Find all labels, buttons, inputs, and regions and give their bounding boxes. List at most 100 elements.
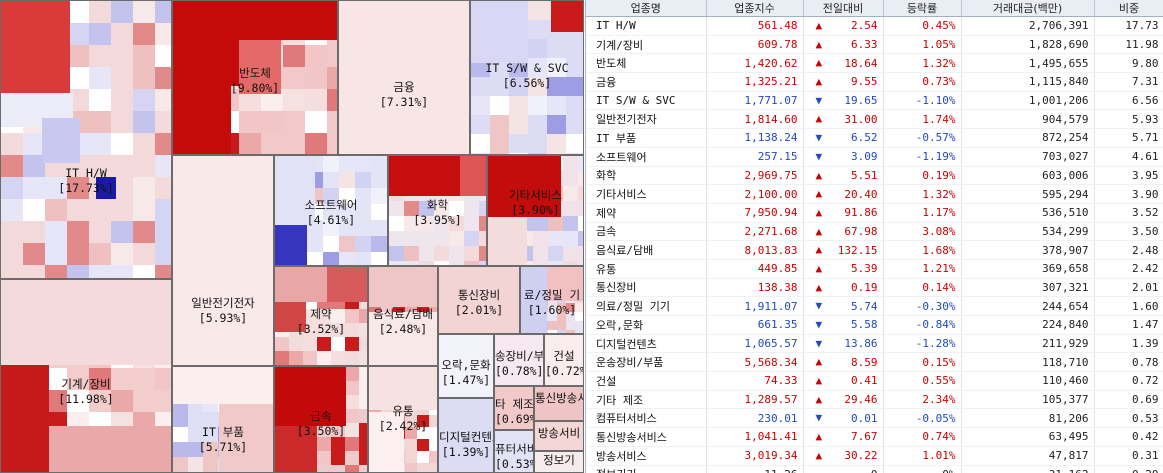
stock-tile — [417, 415, 429, 427]
stock-tile — [359, 423, 367, 437]
table-row[interactable]: 컴퓨터서비스 230.01 ▼ 0.01 -0.05% 81,206 0.53 — [586, 408, 1163, 429]
stock-tile — [449, 201, 464, 216]
sector-tile-pharma[interactable]: 제약 [3.52%] — [274, 266, 368, 366]
stock-tile — [417, 451, 429, 463]
table-row[interactable]: 화학 2,969.75 ▲ 5.51 0.19% 603,006 3.95 — [586, 166, 1163, 186]
table-row[interactable]: 오락,문화 661.35 ▼ 5.58 -0.84% 224,840 1.47 — [586, 315, 1163, 335]
stock-tile — [547, 153, 566, 154]
sector-tile-telecom-broadcast[interactable]: 통신방송서비 — [534, 386, 584, 421]
col-header-sector-name[interactable]: 업종명 — [586, 0, 707, 17]
cell-change: 0 — [803, 465, 884, 473]
sector-tile-computer-svc[interactable]: 퓨터서비[0.53%] — [494, 430, 534, 473]
table-row[interactable]: 디지털컨텐츠 1,065.57 ▼ 13.86 -1.28% 211,929 1.39 — [586, 334, 1163, 354]
sector-tile-entertainment[interactable]: 오락,문화 [1.47%] — [438, 334, 494, 398]
sector-tile-semiconductor[interactable]: 반도체 [9.80%] — [172, 0, 338, 155]
table-row[interactable]: 금융 1,325.21 ▲ 9.55 0.73% 1,115,840 7.31 — [586, 72, 1163, 92]
cell-weight: 11.98 — [1094, 35, 1163, 55]
stock-tile — [67, 45, 89, 67]
table-header-row: 업종명 업종지수 전일대비 등락률 거래대금(백만) 비중 — [586, 0, 1163, 17]
stock-tile — [471, 153, 490, 154]
stock-tile — [547, 96, 566, 115]
sector-tile-it-sw-svc[interactable]: IT S/W & SVC [6.56%] — [470, 0, 584, 155]
sector-tile-machinery[interactable]: 기계/장비 [11.98%] — [0, 279, 172, 473]
cell-weight: 5.93 — [1094, 109, 1163, 130]
cell-sector-name: 소프트웨어 — [586, 147, 707, 167]
sector-tile-digital-contents[interactable]: 디지털컨텐츠[1.39%] — [438, 398, 494, 473]
stock-tile — [548, 261, 563, 265]
sector-tile-broadcast[interactable]: 방송서비 — [534, 421, 584, 451]
stock-tile — [464, 246, 479, 261]
table-row[interactable]: 방송서비스 3,019.34 ▲ 30.22 1.01% 47,817 0.31 — [586, 446, 1163, 466]
table-row[interactable]: 기계/장비 609.78 ▲ 6.33 1.05% 1,828,690 11.98 — [586, 35, 1163, 55]
cell-sector-name: 의료/정밀 기기 — [586, 296, 707, 316]
sector-tile-general-electric[interactable]: 일반전기전자 [5.93%] — [172, 155, 274, 366]
stock-tile — [275, 302, 307, 332]
table-row[interactable]: 의료/정밀 기기 1,911.07 ▼ 5.74 -0.30% 244,654 1.60 — [586, 296, 1163, 316]
stock-tile — [239, 1, 337, 40]
stock-tile — [203, 457, 218, 472]
stock-tile — [566, 303, 575, 312]
col-header-trade-value[interactable]: 거래대금(백만) — [961, 0, 1095, 17]
table-row[interactable]: 건설 74.33 ▲ 0.41 0.55% 110,460 0.72 — [586, 371, 1163, 391]
sector-tile-software[interactable]: 소프트웨어 [4.61%] — [274, 155, 388, 266]
table-row[interactable]: 운송장비/부품 5,568.34 ▲ 8.59 0.15% 118,710 0.78 — [586, 352, 1163, 373]
table-row[interactable]: 기타서비스 2,100.00 ▲ 20.40 1.32% 595,294 3.90 — [586, 184, 1163, 204]
sector-treemap[interactable]: IT H/W [17.73%] 기계/장비 [11.98%] 반도체 [9.80%] 금융[… — [0, 0, 584, 473]
table-row[interactable]: 기타 제조 1,289.57 ▲ 29.46 2.34% 105,377 0.69 — [586, 390, 1163, 410]
sector-tile-it-hw[interactable]: IT H/W [17.73%] — [0, 0, 172, 279]
table-row[interactable]: 통신방송서비스 1,041.41 ▲ 7.67 0.74% 63,495 0.42 — [586, 427, 1163, 447]
table-row[interactable]: 정보기기11.26 0 0%31,1620.20 — [586, 465, 1163, 473]
table-row[interactable]: 음식료/담배 8,013.83 ▲ 132.15 1.68% 378,907 2.48 — [586, 240, 1163, 260]
sector-tile-transport[interactable]: 송장비/부 [0.78%] — [494, 334, 544, 386]
col-header-index[interactable]: 업종지수 — [706, 0, 804, 17]
table-row[interactable]: 통신장비 138.38 ▲ 0.19 0.14% 307,321 2.01 — [586, 278, 1163, 298]
table-row[interactable]: 반도체 1,420.62 ▲ 18.64 1.32% 1,495,655 9.80 — [586, 53, 1163, 74]
sector-tile-construction[interactable]: 건설[0.72%] — [544, 334, 584, 386]
stock-tile — [490, 134, 509, 153]
cell-rate: 1.74% — [883, 109, 962, 130]
col-header-rate[interactable]: 등락률 — [883, 0, 962, 17]
stock-tile — [345, 409, 359, 423]
col-header-change[interactable]: 전일대비 — [803, 0, 884, 17]
sector-tile-chemical[interactable]: 화학 [3.95%] — [388, 155, 487, 266]
triangle-down-icon: ▼ — [815, 411, 823, 425]
cell-trade-value: 1,495,655 — [961, 53, 1095, 74]
sector-tile-finance[interactable]: 금융 [7.31%] — [338, 0, 470, 155]
stock-tile — [547, 58, 566, 77]
table-row[interactable]: 유통 449.85 ▲ 5.39 1.21% 369,658 2.42 — [586, 259, 1163, 279]
sector-tile-other-mfg[interactable]: 타 제조[0.69%] — [494, 386, 534, 430]
stock-tile — [111, 1, 133, 23]
cell-trade-value: 1,001,206 — [961, 91, 1095, 111]
stock-tile — [317, 351, 331, 365]
stock-tile — [545, 335, 583, 385]
table-row[interactable]: 제약 7,950.94 ▲ 91.86 1.17% 536,510 3.52 — [586, 203, 1163, 223]
stock-tile — [528, 77, 547, 96]
stock-tile — [67, 177, 89, 199]
table-row[interactable]: IT 부품 1,138.24 ▼ 6.52 -0.57% 872,254 5.71 — [586, 128, 1163, 148]
stock-tile — [133, 199, 155, 221]
sector-tile-food[interactable]: 음식료/담배 [2.48%] — [368, 266, 438, 366]
stock-tile — [548, 330, 557, 333]
stock-tile — [89, 89, 111, 111]
sector-tile-other-services[interactable]: 기타서비스 [3.90%] — [487, 155, 584, 266]
col-header-weight[interactable]: 비중 — [1094, 0, 1163, 17]
sector-tile-telecom-equip[interactable]: 통신장비 [2.01%] — [438, 266, 520, 334]
stock-tile — [471, 134, 490, 153]
sector-tile-it-parts[interactable]: IT 부품 [5.71%] — [172, 366, 274, 473]
sector-tile-metal[interactable]: 금속 [3.50%] — [274, 366, 368, 473]
sector-tile-distribution[interactable]: 유통 [2.42%] — [368, 366, 438, 473]
change-value: 5.39 — [851, 262, 878, 276]
table-row[interactable]: 소프트웨어 257.15 ▼ 3.09 -1.19% 703,027 4.61 — [586, 147, 1163, 167]
stock-tile — [550, 1, 583, 32]
table-row[interactable]: 일반전기전자 1,814.60 ▲ 31.00 1.74% 904,579 5.93 — [586, 109, 1163, 130]
table-row[interactable]: 금속 2,271.68 ▲ 67.98 3.08% 534,299 3.50 — [586, 222, 1163, 242]
triangle-up-icon: ▲ — [815, 224, 823, 238]
stock-tile — [305, 111, 327, 133]
cell-weight: 5.71 — [1094, 128, 1163, 148]
sector-tile-medical[interactable]: 료/정밀 기 [1.60%] — [520, 266, 584, 334]
table-row[interactable]: IT H/W 561.48 ▲ 2.54 0.45% 2,706,391 17.73 — [586, 16, 1163, 36]
table-row[interactable]: IT S/W & SVC 1,771.07 ▼ 19.65 -1.10% 1,001,20… — [586, 91, 1163, 111]
stock-tile — [23, 177, 45, 199]
stock-tile — [563, 216, 578, 231]
sector-tile-info-devices[interactable]: 정보기 — [534, 451, 584, 473]
